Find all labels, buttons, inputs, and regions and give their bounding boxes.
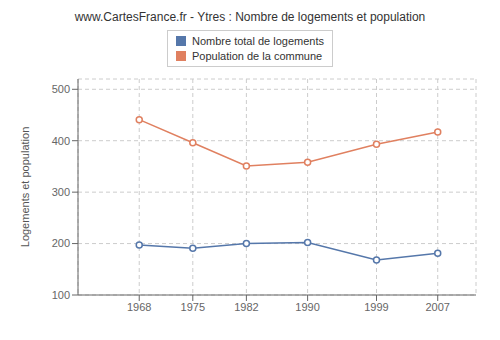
html-text:www.CartesFrance.fr - Ytres :: www.CartesFrance.fr - Ytres : Nombre de … bbox=[74, 10, 426, 24]
html-text:Population de la commune: Population de la commune bbox=[192, 50, 323, 62]
svg-text:300: 300 bbox=[52, 186, 70, 198]
svg-text:500: 500 bbox=[52, 83, 70, 95]
svg-text:100: 100 bbox=[52, 289, 70, 301]
svg-text:400: 400 bbox=[52, 135, 70, 147]
html-text:Nombre total de logements: Nombre total de logements bbox=[192, 35, 324, 47]
svg-text:200: 200 bbox=[52, 237, 70, 249]
svg-text:Logements et population: Logements et population bbox=[19, 127, 31, 247]
svg-text:1982: 1982 bbox=[234, 301, 258, 313]
svg-text:1999: 1999 bbox=[364, 301, 388, 313]
svg-text:1975: 1975 bbox=[181, 301, 205, 313]
svg-text:2007: 2007 bbox=[425, 301, 449, 313]
svg-text:1990: 1990 bbox=[295, 301, 319, 313]
svg-text:1968: 1968 bbox=[127, 301, 151, 313]
